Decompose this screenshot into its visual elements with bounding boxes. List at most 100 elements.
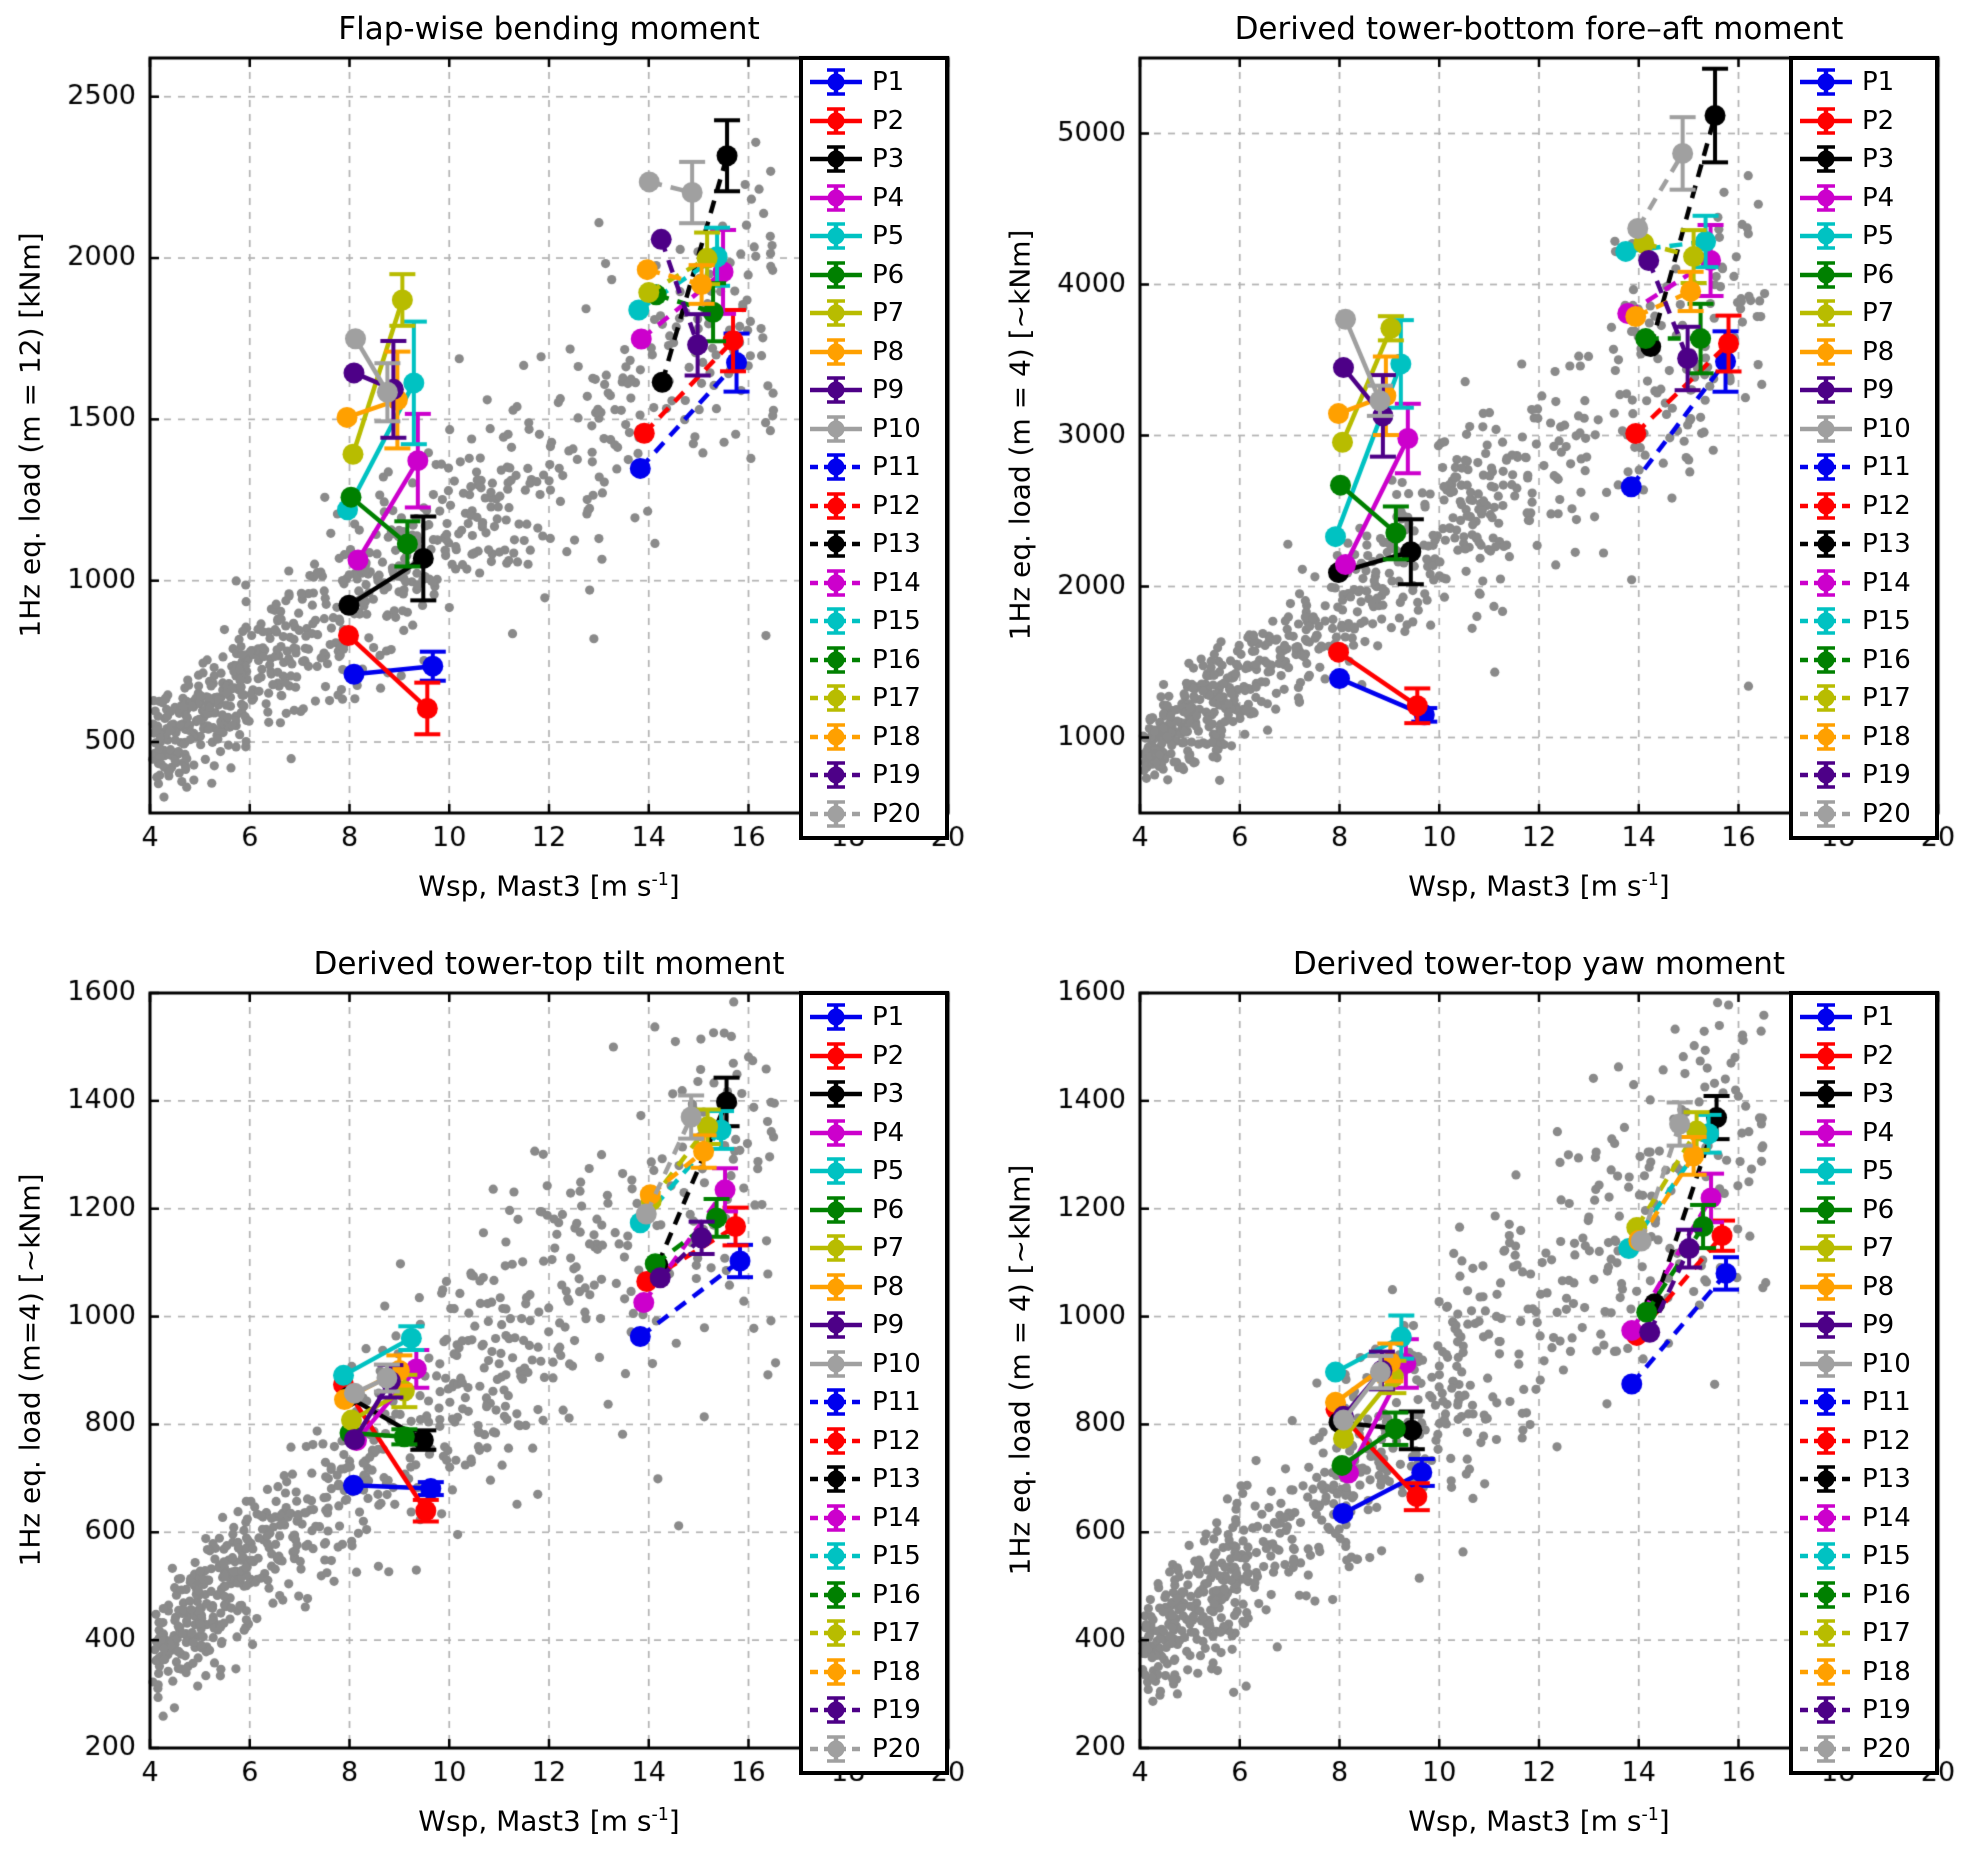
legend-label: P13 [872, 1464, 921, 1495]
legend-item-p17: P17 [1799, 1615, 1933, 1651]
legend-label: P15 [872, 1541, 921, 1572]
plot-title: Derived tower-top tilt moment [313, 946, 785, 982]
legend-item-p9: P9 [809, 372, 943, 408]
x-axis-label: Wsp, Mast3 [m s-1] [150, 860, 948, 902]
errorbar-marker-icon [1800, 1311, 1852, 1339]
legend-item-p7: P7 [809, 1230, 943, 1266]
legend-label: P1 [1862, 1002, 1895, 1033]
legend-item-p1: P1 [809, 64, 943, 100]
legend-label: P15 [872, 606, 921, 637]
legend-label: P14 [1862, 567, 1911, 598]
errorbar-marker-icon [810, 1581, 862, 1609]
errorbar-marker-icon [810, 1157, 862, 1185]
legend-box: P1 P2 P3 P4 P5 P6 P7 P8 P9 P10 P11 P12 P13 P14 P15 P16 P… [799, 991, 949, 1775]
errorbar-marker-icon [1800, 800, 1852, 828]
legend-item-p17: P17 [809, 1615, 943, 1651]
legend-item-p9: P9 [1799, 372, 1933, 408]
legend-item-p11: P11 [809, 449, 943, 485]
errorbar-marker-icon [810, 376, 862, 404]
errorbar-marker-icon [810, 1658, 862, 1686]
legend-label: P4 [872, 1117, 905, 1148]
legend-label: P2 [1862, 105, 1895, 136]
errorbar-marker-icon [1800, 415, 1852, 443]
legend-label: P9 [1862, 1310, 1895, 1341]
errorbar-marker-icon [1800, 338, 1852, 366]
errorbar-marker-icon [810, 1465, 862, 1493]
errorbar-marker-icon [810, 299, 862, 327]
legend-label: P20 [872, 798, 921, 829]
errorbar-marker-icon [1800, 184, 1852, 212]
legend-item-p8: P8 [809, 334, 943, 370]
errorbar-marker-icon [1800, 299, 1852, 327]
legend-item-p19: P19 [809, 1692, 943, 1728]
legend-label: P1 [872, 1002, 905, 1033]
y-axis-label: 1Hz eq. load (m = 12) [kNm] [13, 232, 47, 638]
legend-label: P17 [1862, 683, 1911, 714]
legend-item-p5: P5 [809, 1153, 943, 1189]
legend-label: P18 [1862, 1656, 1911, 1687]
errorbar-marker-icon [1800, 68, 1852, 96]
legend-label: P16 [872, 644, 921, 675]
errorbar-marker-icon [1800, 1273, 1852, 1301]
errorbar-marker-icon [1800, 1619, 1852, 1647]
legend-item-p3: P3 [1799, 1076, 1933, 1112]
x-axis-label: Wsp, Mast3 [m s-1] [1140, 1795, 1938, 1837]
legend-box: P1 P2 P3 P4 P5 P6 P7 P8 P9 P10 P11 P12 P13 P14 P15 P16 P… [1789, 991, 1939, 1775]
legend-item-p17: P17 [1799, 680, 1933, 716]
legend-item-p10: P10 [809, 1346, 943, 1382]
plot-title: Derived tower-top yaw moment [1292, 946, 1786, 982]
legend-label: P20 [1862, 798, 1911, 829]
errorbar-marker-icon [1800, 684, 1852, 712]
legend-label: P14 [872, 1502, 921, 1533]
legend-label: P7 [1862, 1233, 1895, 1264]
legend-item-p15: P15 [1799, 603, 1933, 639]
legend-item-p5: P5 [1799, 1153, 1933, 1189]
legend-item-p12: P12 [1799, 488, 1933, 524]
legend-label: P19 [872, 1695, 921, 1726]
legend-item-p20: P20 [809, 1731, 943, 1767]
legend-box: P1 P2 P3 P4 P5 P6 P7 P8 P9 P10 P11 P12 P13 P14 P15 P16 P… [1789, 56, 1939, 840]
errorbar-marker-icon [1800, 530, 1852, 558]
errorbar-marker-icon [1800, 492, 1852, 520]
legend-label: P6 [1862, 1194, 1895, 1225]
legend-label: P5 [872, 221, 905, 252]
legend-label: P16 [1862, 644, 1911, 675]
legend-label: P3 [872, 1079, 905, 1110]
legend-label: P20 [872, 1733, 921, 1764]
errorbar-marker-icon [810, 1427, 862, 1455]
legend-label: P7 [1862, 298, 1895, 329]
errorbar-marker-icon [1800, 1542, 1852, 1570]
errorbar-marker-icon [1800, 1119, 1852, 1147]
legend-item-p18: P18 [809, 1654, 943, 1690]
errorbar-marker-icon [810, 1542, 862, 1570]
errorbar-marker-icon [810, 261, 862, 289]
plot-title: Derived tower-bottom fore–aft moment [1234, 11, 1844, 47]
legend-label: P10 [1862, 413, 1911, 444]
legend-item-p4: P4 [809, 1115, 943, 1151]
legend-item-p11: P11 [809, 1384, 943, 1420]
legend-item-p12: P12 [809, 488, 943, 524]
legend-label: P17 [1862, 1618, 1911, 1649]
legend-item-p16: P16 [1799, 1577, 1933, 1613]
errorbar-marker-icon [810, 1273, 862, 1301]
legend-item-p7: P7 [1799, 295, 1933, 331]
legend-item-p7: P7 [809, 295, 943, 331]
x-axis-label: Wsp, Mast3 [m s-1] [150, 1795, 948, 1837]
errorbar-marker-icon [810, 1080, 862, 1108]
legend-label: P5 [872, 1156, 905, 1187]
legend-label: P19 [872, 760, 921, 791]
x-axis-label-sup: -1 [651, 1805, 669, 1825]
legend-label: P18 [872, 1656, 921, 1687]
errorbar-marker-icon [810, 68, 862, 96]
legend-label: P8 [872, 1271, 905, 1302]
legend-item-p4: P4 [1799, 1115, 1933, 1151]
legend-item-p4: P4 [1799, 180, 1933, 216]
y-axis-label: 1Hz eq. load (m=4) [~kNm] [13, 1173, 47, 1567]
errorbar-marker-icon [1800, 1234, 1852, 1262]
errorbar-marker-icon [1800, 145, 1852, 173]
legend-item-p13: P13 [1799, 526, 1933, 562]
errorbar-marker-icon [810, 646, 862, 674]
legend-item-p16: P16 [809, 642, 943, 678]
legend-item-p14: P14 [809, 1500, 943, 1536]
subplot-flapwise-bending: Flap-wise bending moment 1Hz eq. load (m… [0, 0, 990, 935]
